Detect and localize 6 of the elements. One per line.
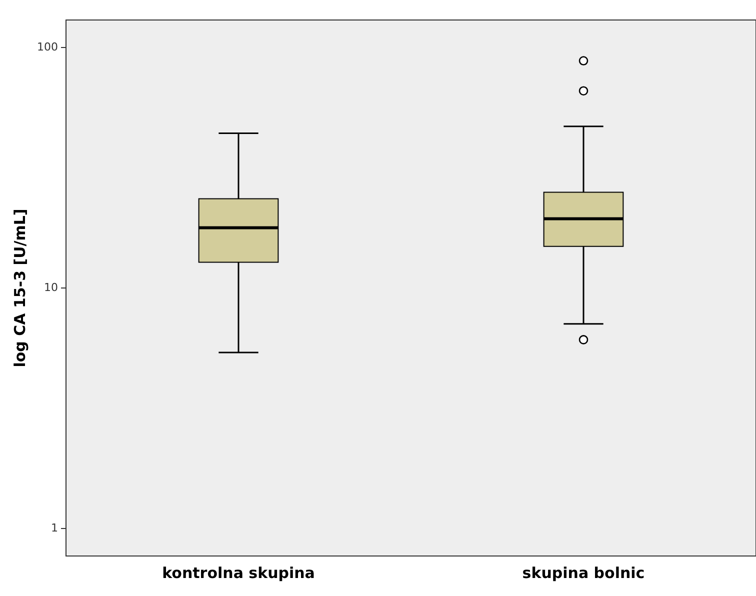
y-axis-title: log CA 15-3 [U/mL] <box>10 208 29 368</box>
x-tick-label: skupina bolnic <box>522 564 645 582</box>
y-tick-label: 1 <box>50 522 58 535</box>
x-tick-label: kontrolna skupina <box>162 564 315 582</box>
y-tick-label: 100 <box>36 40 58 54</box>
y-tick-label: 10 <box>44 280 58 294</box>
